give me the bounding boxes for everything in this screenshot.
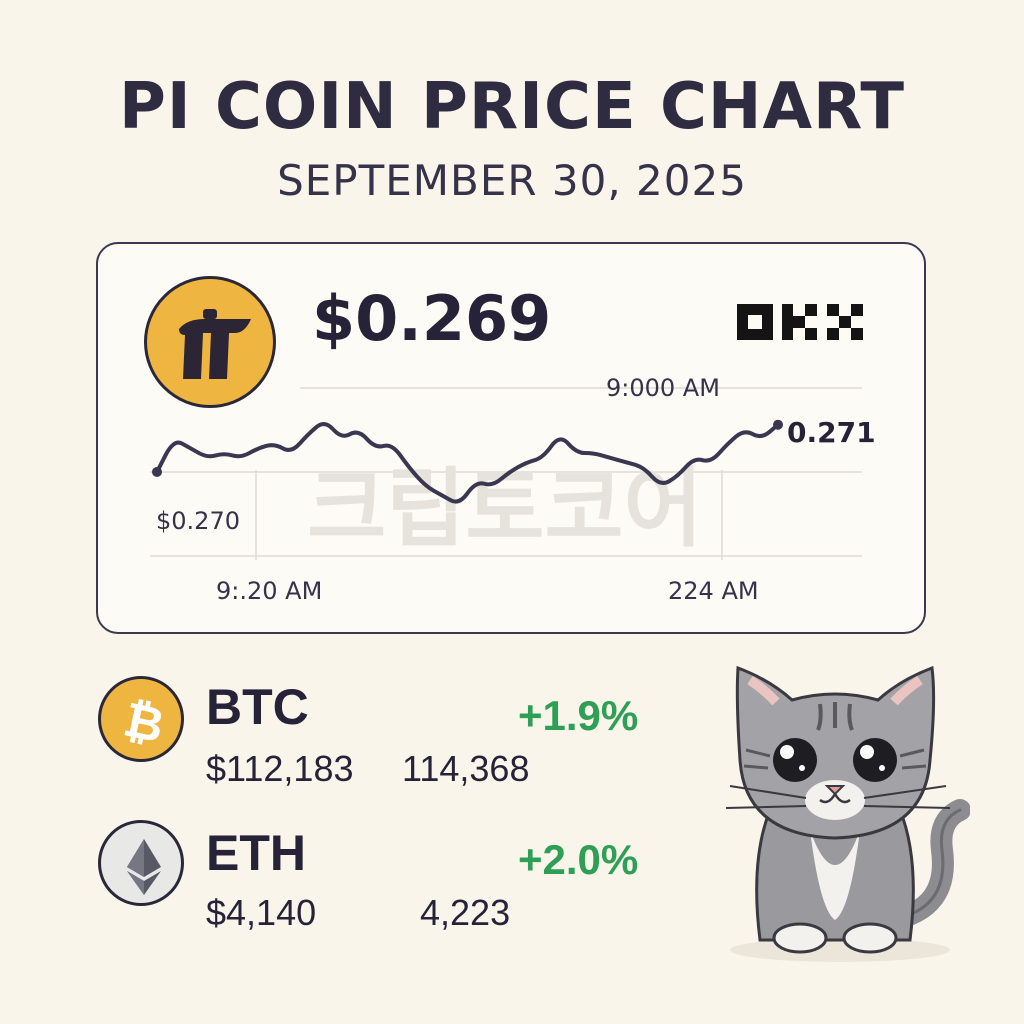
page-title: PI COIN PRICE CHART xyxy=(118,70,906,144)
pi-network-logo-icon xyxy=(144,276,276,408)
eth-high: 4,223 xyxy=(420,892,511,933)
okx-logo-icon xyxy=(737,304,863,344)
svg-text:₿: ₿ xyxy=(119,692,169,755)
btc-high: 114,368 xyxy=(402,748,530,789)
chart-grid xyxy=(150,387,862,560)
y-label-end: 0.271 xyxy=(787,416,876,449)
eth-symbol: ETH xyxy=(206,825,306,881)
cat-illustration xyxy=(710,660,971,974)
pi-current-price: $0.269 xyxy=(312,282,552,355)
ethereum-logo-icon xyxy=(98,820,184,906)
btc-change: +1.9% xyxy=(518,692,639,739)
time-label-left: 9:.20 AM xyxy=(216,577,322,605)
bitcoin-logo-icon: ₿ xyxy=(98,676,184,762)
eth-change: +2.0% xyxy=(518,836,639,883)
eth-price: $4,140 xyxy=(206,892,317,933)
btc-price: $112,183 xyxy=(206,748,354,789)
y-label-low: $0.270 xyxy=(156,507,240,535)
page-date: SEPTEMBER 30, 2025 xyxy=(277,156,747,205)
series-end-point xyxy=(773,419,783,430)
series-start-point xyxy=(152,466,162,477)
series-layer xyxy=(152,419,783,504)
time-label-right: 224 AM xyxy=(668,577,759,605)
price-series-line xyxy=(155,422,780,504)
btc-symbol: BTC xyxy=(206,679,309,735)
time-label-top: 9:000 AM xyxy=(606,374,720,402)
